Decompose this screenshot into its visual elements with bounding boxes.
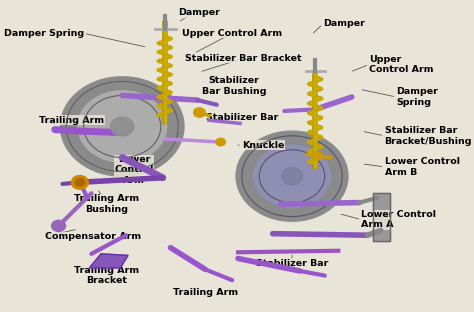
Text: Upper Control Arm: Upper Control Arm — [182, 29, 283, 38]
Polygon shape — [90, 254, 128, 268]
Text: Stabilizer
Bar Bushing: Stabilizer Bar Bushing — [202, 76, 266, 96]
Circle shape — [71, 176, 88, 189]
Text: Upper
Control Arm: Upper Control Arm — [369, 55, 434, 74]
Text: Compensator Arm: Compensator Arm — [45, 232, 141, 241]
Text: Stabilizer Bar: Stabilizer Bar — [256, 259, 328, 268]
Circle shape — [61, 77, 184, 176]
Text: Stabilizer Bar Bracket: Stabilizer Bar Bracket — [185, 54, 302, 63]
Text: Lower Control
Arm B: Lower Control Arm B — [384, 157, 460, 177]
Circle shape — [254, 145, 330, 207]
Text: Trailing Arm
Bushing: Trailing Arm Bushing — [74, 194, 139, 214]
Text: Trailing Arm: Trailing Arm — [173, 288, 238, 297]
Text: Stabilizer Bar
Bracket/Bushing: Stabilizer Bar Bracket/Bushing — [384, 126, 472, 145]
Circle shape — [312, 152, 322, 160]
Text: Damper
Spring: Damper Spring — [396, 87, 438, 107]
Circle shape — [52, 220, 65, 232]
Text: Lower Control
Arm A: Lower Control Arm A — [362, 210, 437, 229]
Text: Trailing Arm: Trailing Arm — [39, 116, 104, 125]
Circle shape — [111, 117, 134, 136]
Circle shape — [78, 91, 167, 162]
Text: Trailing Arm
Bracket: Trailing Arm Bracket — [74, 266, 139, 285]
Text: Stabilizer Bar: Stabilizer Bar — [206, 113, 278, 122]
Circle shape — [216, 138, 225, 146]
Circle shape — [236, 131, 348, 221]
Circle shape — [281, 168, 303, 185]
Text: Lower
Control
Arm: Lower Control Arm — [114, 155, 154, 185]
Text: Damper Spring: Damper Spring — [3, 29, 84, 38]
Circle shape — [194, 108, 205, 117]
Text: Damper: Damper — [323, 19, 365, 28]
Circle shape — [75, 179, 84, 186]
Text: Damper: Damper — [179, 8, 220, 17]
Text: Knuckle: Knuckle — [242, 141, 284, 150]
Polygon shape — [373, 193, 391, 241]
